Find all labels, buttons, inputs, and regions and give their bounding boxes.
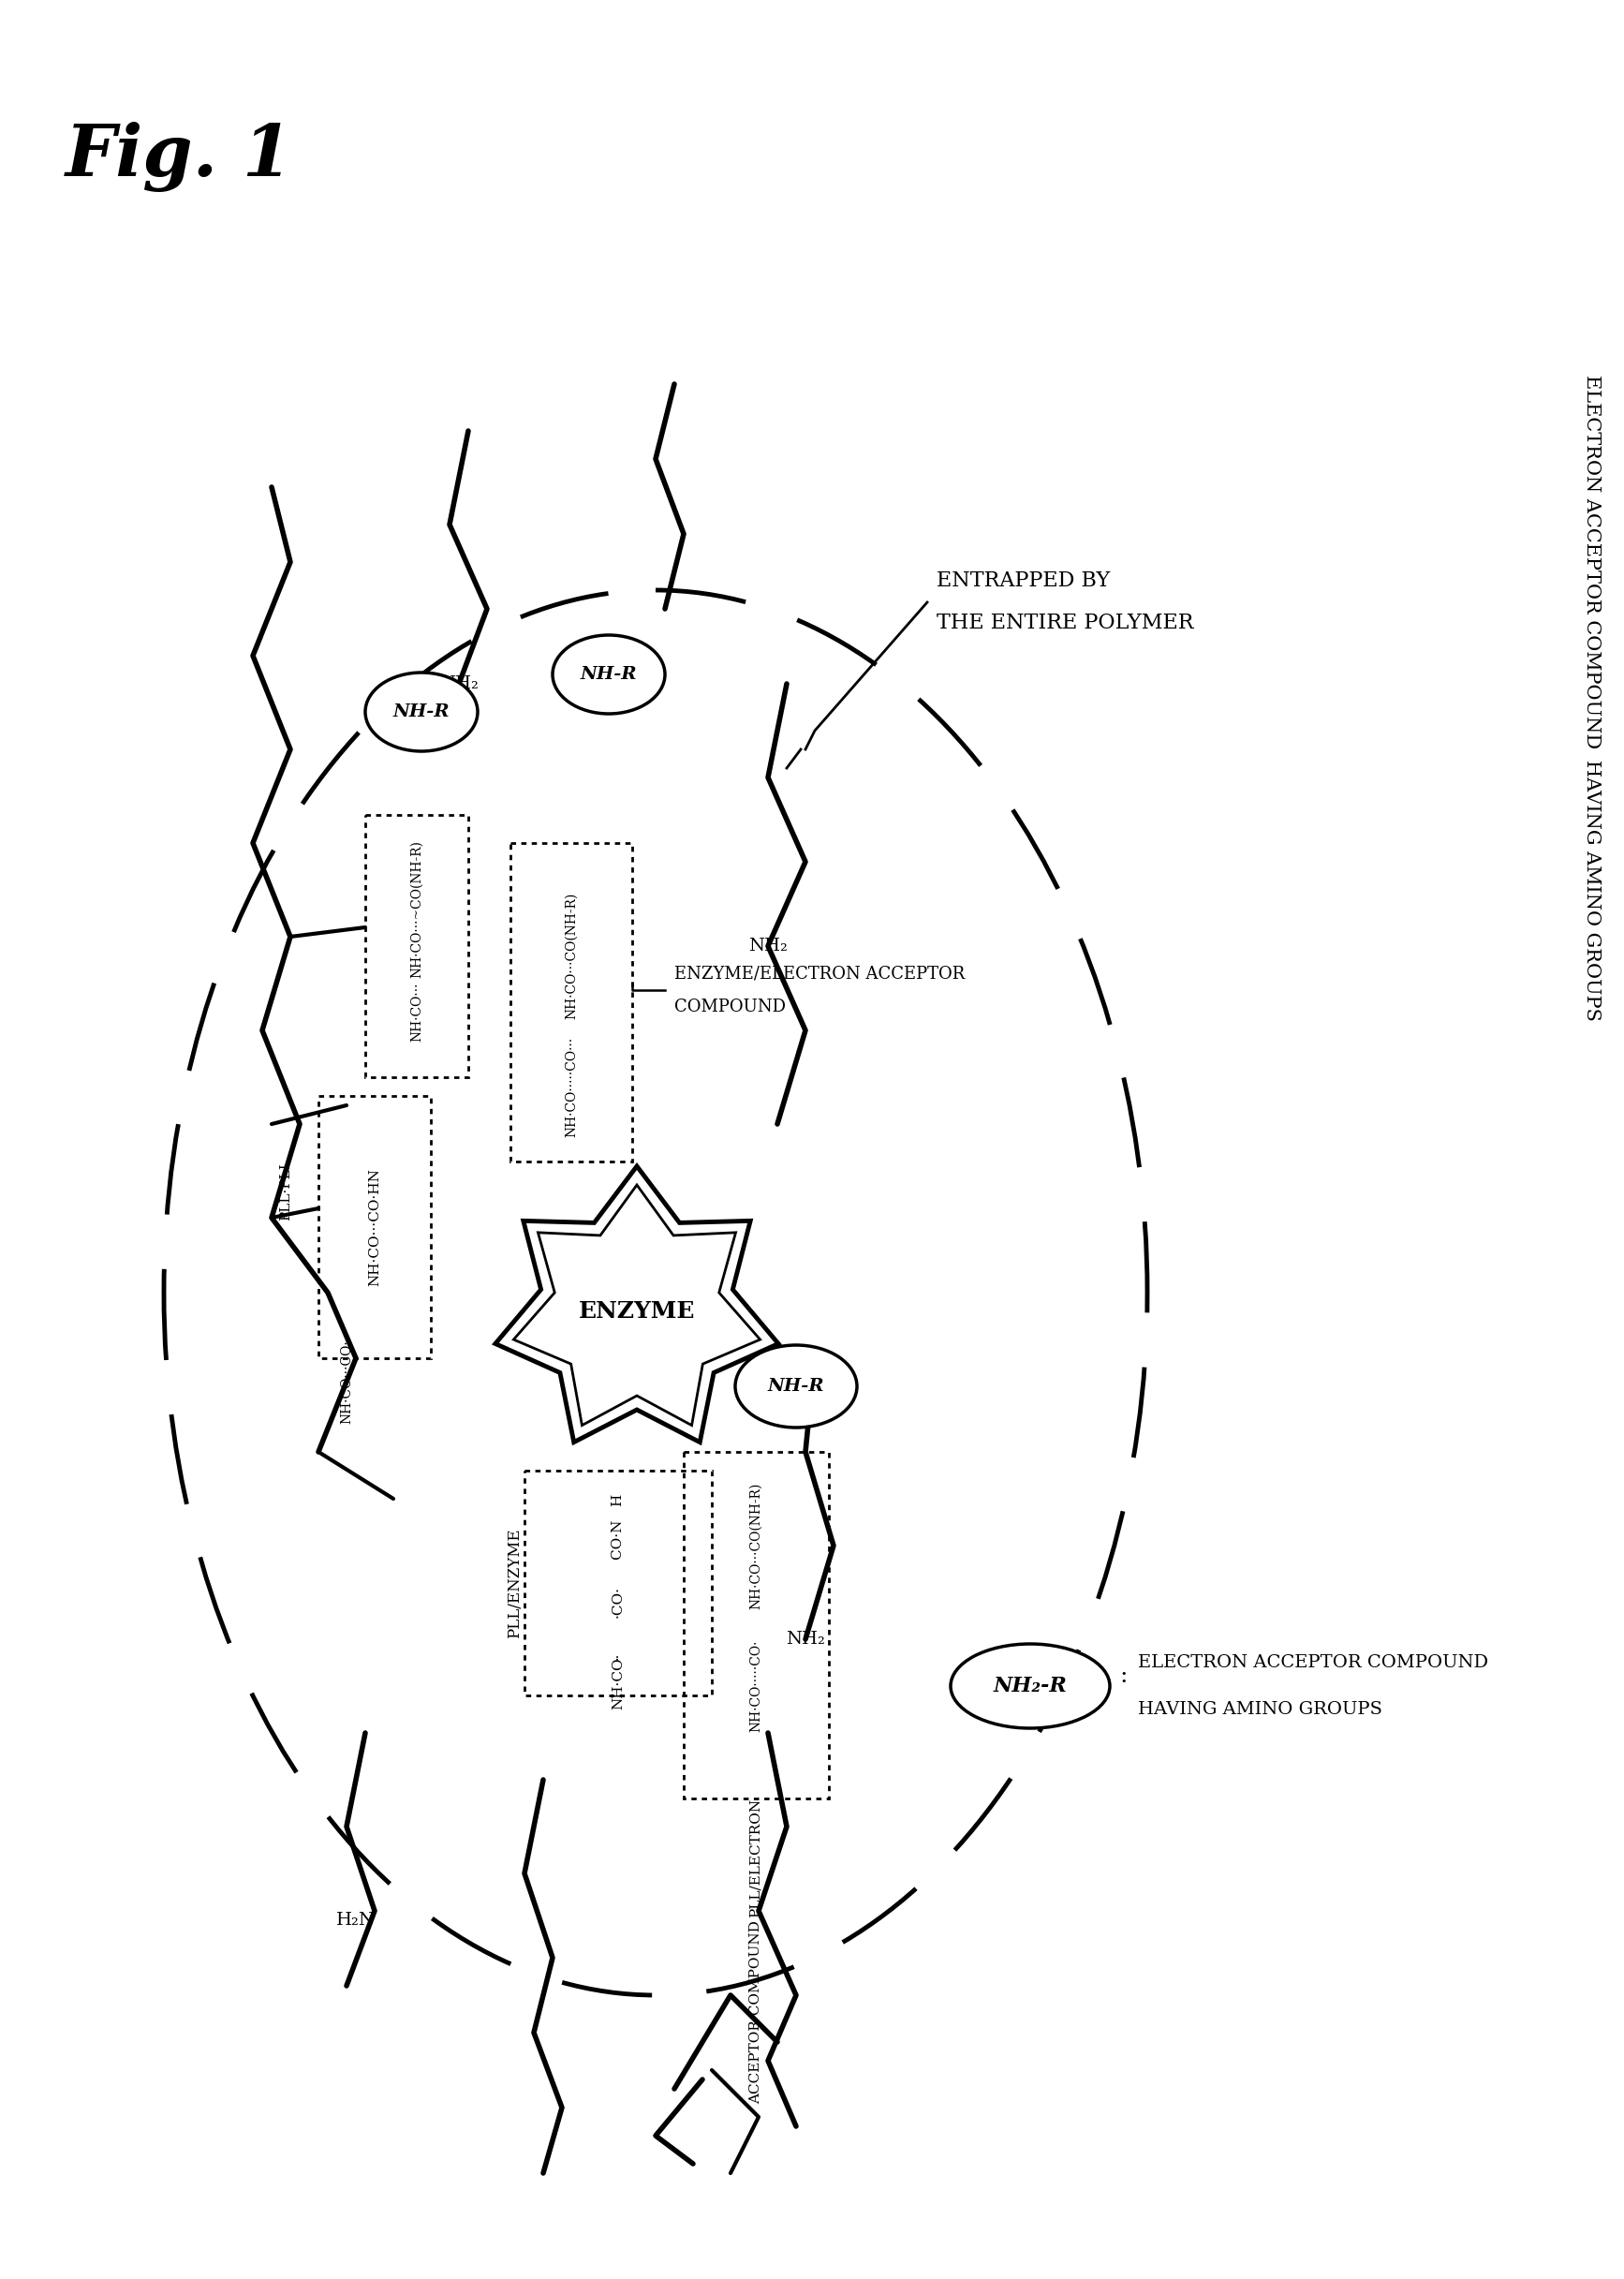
Text: COMPOUND: COMPOUND (674, 998, 786, 1016)
Bar (684, 1452, 828, 1798)
Bar (365, 816, 468, 1078)
Text: ·CO·: ·CO· (612, 1586, 625, 1618)
Ellipse shape (950, 1643, 1109, 1727)
Text: ENTRAPPED BY: ENTRAPPED BY (937, 570, 1111, 590)
Text: Fig. 1: Fig. 1 (65, 121, 294, 191)
Bar (318, 1096, 430, 1358)
Text: NH₂: NH₂ (786, 1632, 825, 1648)
Text: ACCEPTOR COMPOUND: ACCEPTOR COMPOUND (749, 1921, 762, 2104)
Text: NH₂-R: NH₂-R (994, 1675, 1067, 1696)
Text: PLL/ELECTRON: PLL/ELECTRON (749, 1798, 762, 1917)
Text: ELECTRON ACCEPTOR COMPOUND: ELECTRON ACCEPTOR COMPOUND (1583, 376, 1601, 750)
Text: ENZYME/ELECTRON ACCEPTOR: ENZYME/ELECTRON ACCEPTOR (674, 966, 965, 982)
Ellipse shape (736, 1345, 857, 1427)
Bar (510, 843, 632, 1162)
Polygon shape (495, 1167, 778, 1443)
Text: H₂N: H₂N (336, 1912, 375, 1928)
Text: PLL/ENZYME: PLL/ENZYME (507, 1527, 523, 1639)
Text: ·: · (612, 1655, 625, 1659)
Text: NH·CO·····CO·: NH·CO·····CO· (749, 1641, 762, 1732)
Text: CO·N   H: CO·N H (612, 1495, 625, 1559)
Text: ELECTRON ACCEPTOR COMPOUND: ELECTRON ACCEPTOR COMPOUND (1138, 1655, 1488, 1671)
Text: ENZYME: ENZYME (578, 1299, 695, 1322)
Ellipse shape (552, 636, 664, 713)
Text: NH-R: NH-R (580, 665, 637, 684)
Text: NH₂: NH₂ (440, 675, 479, 693)
Text: NH·CO···: NH·CO··· (411, 982, 424, 1042)
Ellipse shape (365, 672, 477, 752)
Text: NH-R: NH-R (768, 1379, 825, 1395)
Text: HAVING AMINO GROUPS: HAVING AMINO GROUPS (1138, 1700, 1382, 1718)
Text: PLL·PLL: PLL·PLL (279, 1158, 292, 1222)
Text: HAVING AMINO GROUPS: HAVING AMINO GROUPS (1583, 759, 1601, 1021)
Text: NH·CO···CO(NH-R): NH·CO···CO(NH-R) (565, 891, 578, 1019)
Text: NH·CO···CO·HN: NH·CO···CO·HN (369, 1169, 382, 1285)
Text: THE ENTIRE POLYMER: THE ENTIRE POLYMER (937, 613, 1194, 634)
Text: NH·CO·: NH·CO· (612, 1652, 625, 1709)
Text: NH·CO···CO(NH-R): NH·CO···CO(NH-R) (749, 1481, 762, 1609)
Bar (525, 1470, 711, 1696)
Text: NH-R: NH-R (393, 704, 450, 720)
Text: NH·CO···~CO(NH-R): NH·CO···~CO(NH-R) (411, 839, 424, 978)
Text: NH·CO···CO·: NH·CO···CO· (339, 1340, 352, 1424)
Text: :: : (1119, 1666, 1127, 1686)
Text: NH₂: NH₂ (749, 937, 788, 955)
Text: NH·CO·····CO···: NH·CO·····CO··· (565, 1037, 578, 1137)
